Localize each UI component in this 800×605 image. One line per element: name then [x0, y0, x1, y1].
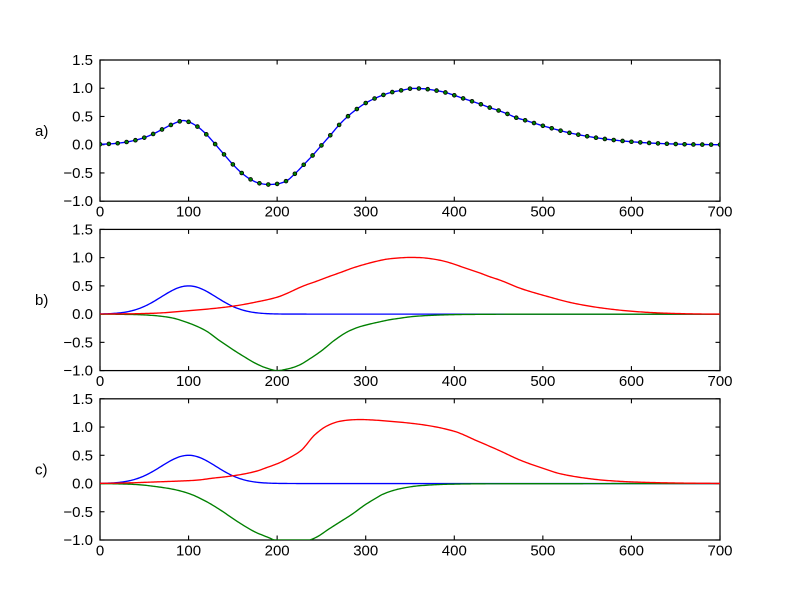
- svg-text:0: 0: [96, 543, 104, 560]
- svg-text:200: 200: [265, 373, 290, 390]
- svg-text:1.5: 1.5: [72, 221, 93, 238]
- svg-text:0: 0: [96, 373, 104, 390]
- svg-text:400: 400: [442, 373, 467, 390]
- svg-text:−1.0: −1.0: [63, 532, 93, 549]
- svg-text:500: 500: [530, 204, 555, 221]
- svg-text:300: 300: [353, 543, 378, 560]
- svg-text:0.5: 0.5: [72, 108, 93, 125]
- svg-text:1.5: 1.5: [72, 391, 93, 408]
- svg-text:500: 500: [530, 543, 555, 560]
- svg-text:600: 600: [619, 543, 644, 560]
- svg-text:300: 300: [353, 204, 378, 221]
- svg-text:300: 300: [353, 373, 378, 390]
- svg-text:0.5: 0.5: [72, 447, 93, 464]
- svg-text:−1.0: −1.0: [63, 193, 93, 210]
- svg-text:c): c): [35, 462, 48, 479]
- svg-text:600: 600: [619, 204, 644, 221]
- svg-text:−0.5: −0.5: [63, 504, 93, 521]
- svg-text:b): b): [35, 292, 48, 309]
- svg-text:−0.5: −0.5: [63, 334, 93, 351]
- svg-text:0.0: 0.0: [72, 306, 93, 323]
- svg-text:100: 100: [176, 204, 201, 221]
- svg-text:0.5: 0.5: [72, 278, 93, 295]
- svg-text:100: 100: [176, 373, 201, 390]
- svg-text:1.0: 1.0: [72, 80, 93, 97]
- svg-text:1.0: 1.0: [72, 250, 93, 267]
- svg-text:500: 500: [530, 373, 555, 390]
- svg-text:1.0: 1.0: [72, 419, 93, 436]
- svg-text:700: 700: [707, 543, 732, 560]
- svg-text:1.5: 1.5: [72, 52, 93, 69]
- svg-text:700: 700: [707, 373, 732, 390]
- svg-text:a): a): [35, 123, 48, 140]
- svg-text:0.0: 0.0: [72, 476, 93, 493]
- svg-text:−1.0: −1.0: [63, 363, 93, 380]
- svg-text:400: 400: [442, 204, 467, 221]
- svg-text:100: 100: [176, 543, 201, 560]
- svg-text:200: 200: [265, 204, 290, 221]
- svg-text:600: 600: [619, 373, 644, 390]
- svg-text:400: 400: [442, 543, 467, 560]
- svg-text:0.0: 0.0: [72, 137, 93, 154]
- svg-text:200: 200: [265, 543, 290, 560]
- svg-text:−0.5: −0.5: [63, 165, 93, 182]
- svg-text:700: 700: [707, 204, 732, 221]
- svg-text:0: 0: [96, 204, 104, 221]
